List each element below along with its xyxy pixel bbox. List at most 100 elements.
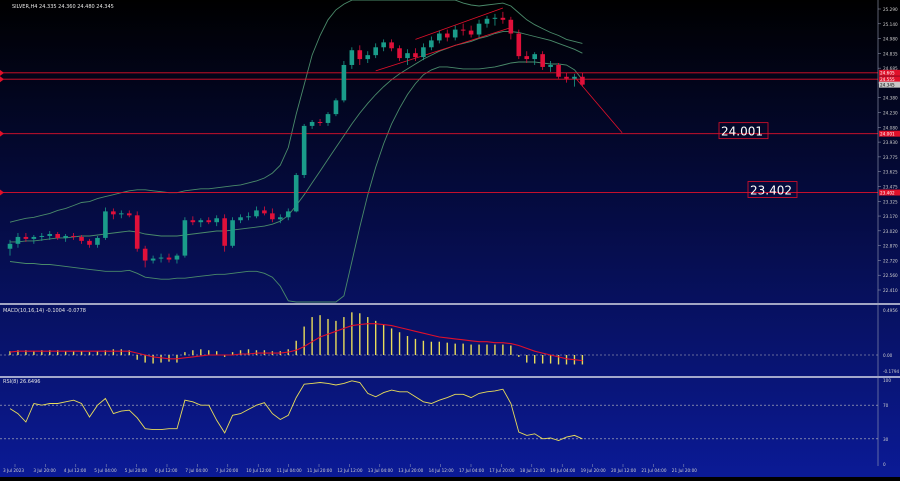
time-tick-label: 14 Jul 12:00 [429,468,454,473]
candle-body [405,53,410,59]
price-tick-label: 25.290 [883,7,898,12]
candle-body [556,64,561,77]
trend-channel-upper [415,7,504,40]
candle-body [103,211,108,238]
level-axis-tag [879,130,900,137]
candle-body [7,243,13,249]
candle-body [246,216,251,218]
rsi-panel[interactable] [0,380,878,441]
candle-body [413,53,418,58]
candle-body [516,33,522,57]
rsi-axis-label: 0 [883,462,886,467]
time-tick-label: 5 Jul 04:00 [94,468,117,473]
macd-signal-line [9,323,583,362]
candle-body [39,235,45,237]
candle-body [341,64,347,101]
candle-body [460,29,466,31]
candle-body [365,55,371,60]
level-label: 23.402 [750,184,792,198]
time-tick-label: 11 Jul 04:00 [277,468,302,473]
rsi-line [9,380,583,441]
price-tick-label: 23.325 [883,199,898,204]
candle-body [476,23,482,35]
candle-body [309,121,315,126]
candle-body [381,42,386,48]
candle-body [397,48,402,59]
candle-body [95,237,100,245]
price-tick-label: 22.720 [883,258,898,263]
price-panel[interactable]: 24.001 23.402 [0,0,878,303]
candle-body [47,233,53,236]
candle-body [373,47,378,56]
candle-body [357,50,363,60]
time-tick-label: 17 Jul 20:00 [489,468,514,473]
candle-body [524,56,530,60]
candle-body [150,258,156,261]
candle-body [437,33,442,41]
candle-body [166,257,172,260]
level-axis-tag [879,76,900,83]
candle-body [55,233,60,238]
price-tick-label: 23.020 [883,229,898,234]
candle-body [31,236,37,239]
macd-title: MACD(10,16,14) -0.1004 -0.0778 [3,308,86,314]
candle-body [79,236,84,241]
time-tick-label: 7 Jul 20:00 [216,468,239,473]
price-tick-label: 24.835 [883,51,898,56]
price-tick-label: 23.625 [883,170,898,175]
time-tick-label: 19 Jul 04:00 [550,468,575,473]
price-tick-label: 25.140 [883,22,898,27]
macd-axis-label: 0.00 [883,353,893,358]
candle-body [134,215,140,249]
candle-body [126,213,132,216]
time-tick-label: 10 Jul 12:00 [246,468,271,473]
candle-body [349,50,355,65]
candle-body [532,54,537,60]
time-tick-label: 21 Jul 04:00 [641,468,666,473]
candle-body [206,220,212,223]
candle-body [23,236,29,239]
time-tick-label: 3 Jul 2023 [3,468,24,473]
time-tick-label: 3 Jul 20:00 [33,468,56,473]
candle-body [278,217,283,220]
candle-body [452,29,458,38]
candle-body [174,255,180,260]
level-marker [0,69,4,76]
candle-body [293,175,299,212]
level-axis-tag-text: 24.555 [880,77,895,82]
price-tick-label: 23.930 [883,140,898,145]
time-tick-label: 13 Jul 04:00 [368,468,393,473]
candle-body [325,114,331,123]
time-tick-label: 13 Jul 20:00 [398,468,423,473]
price-tick-label: 24.080 [883,125,898,130]
time-tick-label: 20 Jul 12:00 [611,468,636,473]
candle-body [468,30,474,35]
candle-body [15,236,21,244]
candle-body [262,210,267,214]
symbol-header: SILVER,H4 24.335 24.360 24.480 24.345 [12,4,114,10]
current-price-tag-text: 24.345 [880,82,895,87]
candle-body [444,33,450,38]
candle-body [285,211,291,218]
time-tick-label: 5 Jul 20:00 [125,468,148,473]
rsi-axis-label: 70 [883,403,889,408]
time-tick-label: 7 Jul 04:00 [185,468,208,473]
price-tick-label: 23.170 [883,214,898,219]
candle-body [142,248,148,261]
macd-panel[interactable] [0,312,878,365]
time-tick-label: 12 Jul 12:00 [337,468,362,473]
bollinger-upper [9,0,583,223]
candle-body [119,213,124,215]
level-axis-tag [879,189,900,196]
candle-body [87,240,92,245]
candle-body [158,257,164,259]
candle-body [580,76,585,85]
price-tick-label: 24.980 [883,37,898,42]
candle-body [389,42,394,49]
price-tick-label: 22.560 [883,273,898,278]
candle-body [214,218,219,223]
candle-body [540,54,545,67]
